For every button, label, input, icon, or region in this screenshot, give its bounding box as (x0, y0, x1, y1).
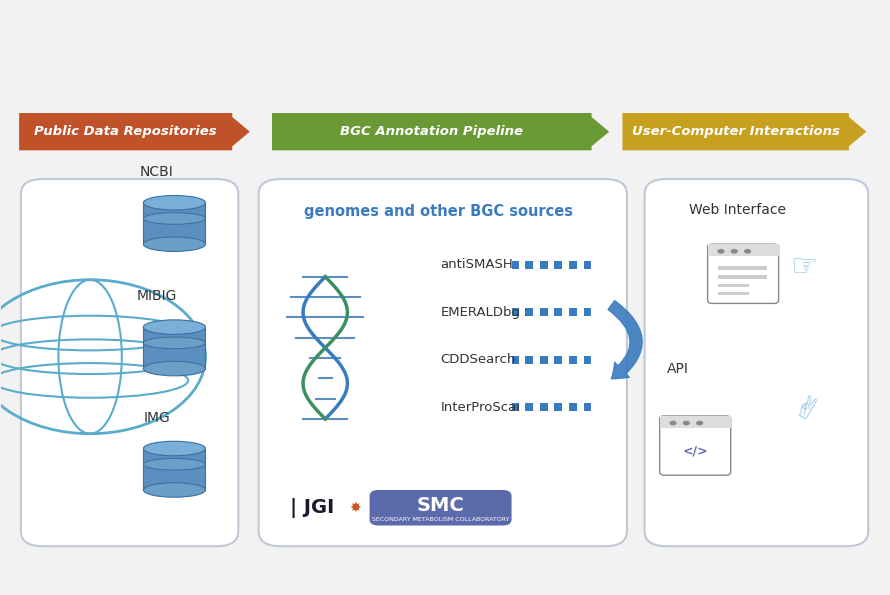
Bar (562, 258, 569, 273)
FancyBboxPatch shape (369, 490, 512, 525)
FancyBboxPatch shape (644, 179, 869, 546)
Text: BGC Annotation Pipeline: BGC Annotation Pipeline (340, 125, 523, 138)
Text: CDDSearch: CDDSearch (441, 353, 516, 366)
Text: InterProScan: InterProScan (441, 400, 525, 414)
Bar (519, 258, 525, 273)
Text: antiSMASH: antiSMASH (441, 258, 514, 271)
Bar (548, 352, 554, 367)
Text: ✸: ✸ (349, 501, 360, 515)
Ellipse shape (143, 361, 206, 376)
Ellipse shape (143, 459, 206, 470)
Bar (143, 203, 206, 244)
Text: MIBIG: MIBIG (136, 289, 177, 303)
Bar (533, 305, 540, 320)
Ellipse shape (143, 320, 206, 334)
Polygon shape (19, 113, 250, 151)
FancyBboxPatch shape (20, 179, 239, 546)
Bar (708, 244, 779, 256)
Circle shape (669, 421, 676, 425)
Text: Public Data Repositories: Public Data Repositories (35, 125, 217, 138)
Bar (718, 284, 749, 287)
Bar (577, 400, 584, 415)
Bar (533, 400, 540, 415)
Text: genomes and other BGC sources: genomes and other BGC sources (304, 204, 573, 219)
Text: ☞: ☞ (790, 253, 818, 283)
Ellipse shape (143, 196, 206, 210)
Text: SECONDARY METABOLISM COLLABORATORY: SECONDARY METABOLISM COLLABORATORY (372, 517, 509, 522)
Ellipse shape (143, 337, 206, 349)
Text: API: API (667, 362, 688, 375)
Text: SMC: SMC (417, 496, 465, 515)
Bar (519, 352, 525, 367)
Bar (519, 305, 525, 320)
Circle shape (717, 249, 724, 253)
Bar (519, 400, 525, 415)
Bar (562, 400, 569, 415)
Circle shape (683, 421, 690, 425)
Text: NCBI: NCBI (140, 165, 174, 179)
Bar (718, 275, 767, 278)
Bar (562, 305, 569, 320)
Bar (548, 258, 554, 273)
Ellipse shape (143, 441, 206, 456)
FancyBboxPatch shape (259, 179, 627, 546)
Text: ✌: ✌ (786, 394, 822, 432)
Bar (512, 308, 591, 317)
Bar (577, 258, 584, 273)
Text: IMG: IMG (143, 411, 170, 425)
Bar (143, 327, 206, 368)
Text: Web Interface: Web Interface (689, 203, 786, 217)
FancyArrowPatch shape (608, 300, 643, 379)
Bar (143, 449, 206, 490)
Polygon shape (622, 113, 867, 151)
Circle shape (731, 249, 738, 253)
Text: EMERALDbgc: EMERALDbgc (441, 306, 528, 319)
FancyBboxPatch shape (659, 416, 731, 475)
Bar (512, 403, 591, 411)
Ellipse shape (143, 212, 206, 224)
FancyBboxPatch shape (708, 244, 779, 303)
Bar (659, 416, 731, 428)
Ellipse shape (143, 483, 206, 497)
Bar (548, 305, 554, 320)
Bar (718, 266, 767, 270)
Bar (577, 305, 584, 320)
Bar (562, 352, 569, 367)
Bar (548, 400, 554, 415)
Circle shape (696, 421, 703, 425)
Polygon shape (272, 113, 609, 151)
Bar (512, 261, 591, 269)
Circle shape (744, 249, 751, 253)
Bar (512, 356, 591, 364)
Bar (577, 352, 584, 367)
Bar (718, 292, 749, 295)
Bar (533, 258, 540, 273)
Ellipse shape (143, 237, 206, 252)
Text: </>: </> (683, 445, 708, 458)
Bar (533, 352, 540, 367)
Text: | JGI: | JGI (290, 498, 334, 518)
Text: User-Computer Interactions: User-Computer Interactions (632, 125, 839, 138)
